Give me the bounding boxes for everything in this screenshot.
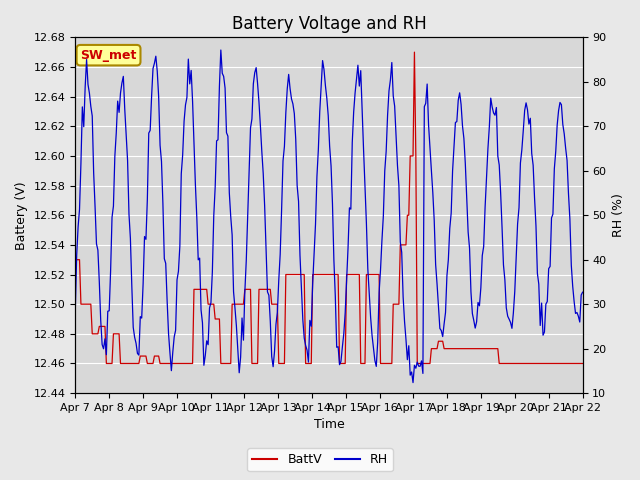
Title: Battery Voltage and RH: Battery Voltage and RH — [232, 15, 426, 33]
Text: SW_met: SW_met — [81, 48, 137, 62]
Y-axis label: Battery (V): Battery (V) — [15, 181, 28, 250]
Legend: BattV, RH: BattV, RH — [248, 448, 392, 471]
X-axis label: Time: Time — [314, 419, 344, 432]
Y-axis label: RH (%): RH (%) — [612, 193, 625, 237]
